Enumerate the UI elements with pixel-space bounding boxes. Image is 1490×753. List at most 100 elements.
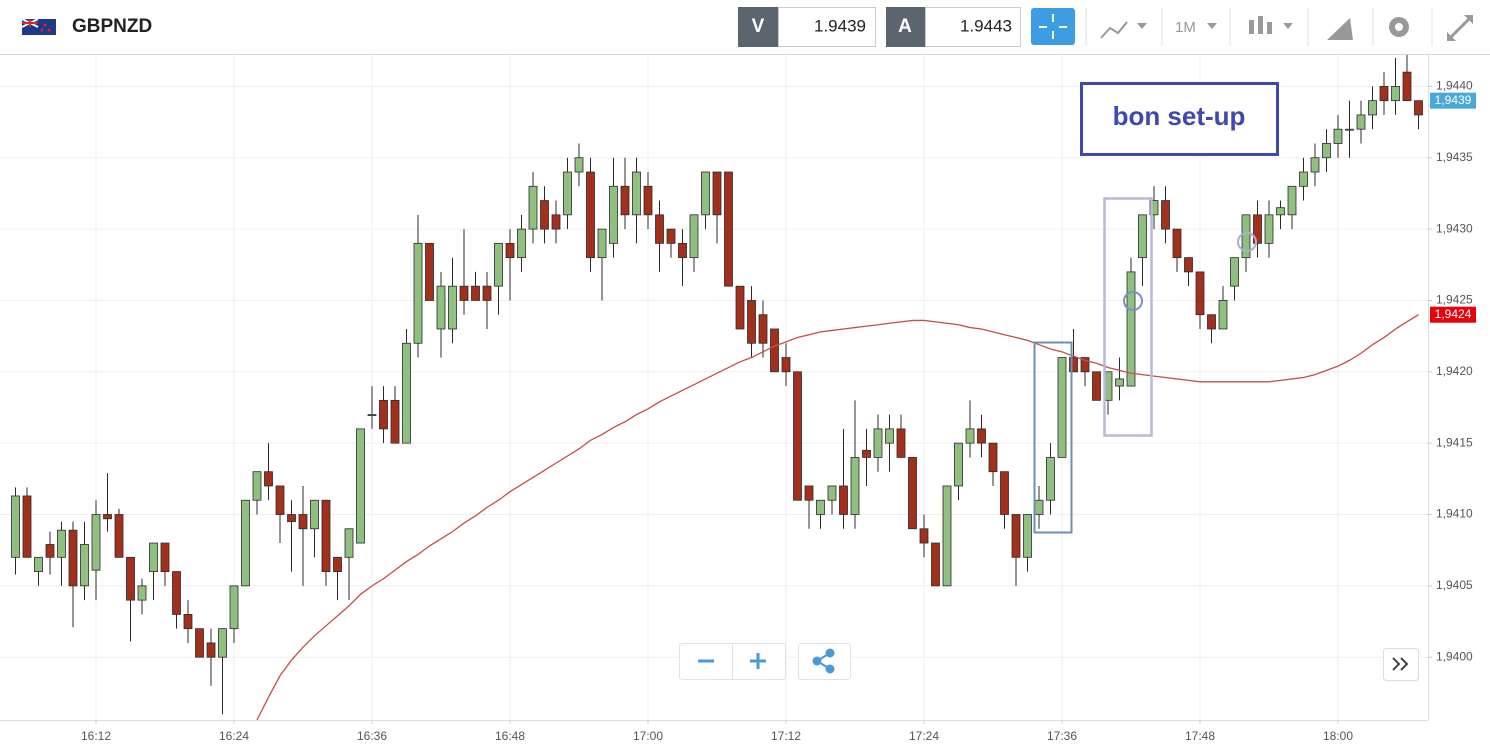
candle-body <box>850 457 860 515</box>
candle-body <box>471 285 480 301</box>
candle-body <box>724 171 733 287</box>
toolbar-icons[interactable] <box>1085 8 1473 46</box>
share-icon <box>812 648 835 674</box>
candle-body <box>1379 85 1389 102</box>
candle-body <box>1092 371 1101 401</box>
y-tick-label: 1,9440 <box>1436 79 1473 93</box>
candle-body <box>1264 214 1274 244</box>
zoom-in[interactable] <box>750 653 766 669</box>
header: GBPNZD V 1.9439 A 1.9443 <box>0 7 1490 55</box>
candle-body <box>34 556 43 572</box>
y-tick-label: 1,9415 <box>1436 435 1473 449</box>
y-tick-label: 1,9425 <box>1436 293 1473 307</box>
share-button[interactable] <box>798 643 851 680</box>
candle-body <box>609 185 618 244</box>
candle-body <box>1356 114 1366 130</box>
candle-body <box>873 428 883 458</box>
candle-body <box>655 214 664 244</box>
candle-body <box>1391 85 1400 102</box>
candle-body <box>1161 200 1170 230</box>
candle-body <box>241 499 250 587</box>
candle-body <box>1333 128 1343 144</box>
scroll-end-button[interactable] <box>1383 648 1419 681</box>
sell-label: V <box>752 16 765 37</box>
candle-body <box>160 542 170 572</box>
crosshair-button[interactable] <box>1031 8 1075 45</box>
candle-body <box>942 485 952 587</box>
candle-body <box>701 171 710 216</box>
candle-body <box>862 449 871 458</box>
x-tick-label: 18:00 <box>1323 729 1353 743</box>
candle-body <box>747 300 756 344</box>
x-tick-label: 17:36 <box>1047 729 1077 743</box>
setup-box <box>1103 197 1153 437</box>
candle-body <box>1402 71 1412 102</box>
candle-body <box>781 357 791 373</box>
candle-body <box>379 399 388 430</box>
candle-body <box>68 529 78 587</box>
moving-average <box>256 314 1419 720</box>
candle-body <box>1414 100 1423 116</box>
candle-body <box>459 285 469 301</box>
candle-body <box>1345 128 1354 131</box>
candle-body <box>1011 514 1021 558</box>
candle-body <box>1149 200 1159 216</box>
candle-body <box>632 171 641 216</box>
candle-body <box>505 242 515 259</box>
candle-body <box>689 214 699 259</box>
buy-price: 1.9443 <box>960 16 1012 35</box>
candle-body <box>321 499 331 572</box>
candle-body <box>1310 157 1320 173</box>
x-tick-label: 16:12 <box>81 729 111 743</box>
candle-body <box>310 499 319 530</box>
candle-body <box>988 442 998 473</box>
candle-body <box>45 544 55 558</box>
candle-body <box>218 628 227 658</box>
candle-body <box>735 285 745 330</box>
y-tick-label: 1,9435 <box>1436 150 1473 164</box>
candle-body <box>896 428 906 458</box>
candle-body <box>839 485 848 515</box>
candle-body <box>712 171 722 216</box>
candle-body <box>1368 100 1377 116</box>
candle-body <box>1253 214 1262 244</box>
candle-body <box>1287 185 1297 216</box>
candle-body <box>172 571 181 615</box>
candle-body <box>1218 300 1228 330</box>
y-tick-label: 1,9400 <box>1436 649 1473 663</box>
candle-body <box>919 528 929 544</box>
crosshair-icon <box>1039 14 1067 39</box>
x-tick-label: 17:12 <box>771 729 801 743</box>
candle-body <box>413 242 423 344</box>
buy-button[interactable] <box>886 7 925 47</box>
candle-body <box>540 200 549 230</box>
x-tick-label: 17:00 <box>633 729 663 743</box>
candle-body <box>1023 514 1032 558</box>
annotations: bon set-up <box>1033 82 1279 534</box>
candle-body <box>1034 499 1044 515</box>
x-tick-label: 17:24 <box>909 729 939 743</box>
candle-body <box>1322 143 1331 159</box>
entry-circle <box>1123 291 1143 311</box>
candle-body <box>287 514 296 523</box>
candle-body <box>597 228 607 259</box>
sell-price-box <box>778 7 876 47</box>
grid <box>0 55 1428 720</box>
candle-body <box>1299 171 1308 187</box>
candle-body <box>1276 207 1285 216</box>
candle-body <box>425 242 434 301</box>
timeframe[interactable]: 1M <box>1175 19 1196 36</box>
candle-body <box>390 399 400 444</box>
sell-button[interactable] <box>738 7 778 47</box>
candle-body <box>885 428 894 444</box>
candle-body <box>1115 378 1124 387</box>
y-tick-label: 1,9430 <box>1436 221 1473 235</box>
candle-body <box>195 628 204 658</box>
candle-body <box>275 485 285 515</box>
candle-body <box>574 157 584 173</box>
flag <box>21 18 56 35</box>
candle-body <box>1138 214 1147 259</box>
sell-price: 1.9439 <box>814 16 866 35</box>
x-tick-label: 16:48 <box>495 729 525 743</box>
candle-body <box>1046 457 1055 501</box>
